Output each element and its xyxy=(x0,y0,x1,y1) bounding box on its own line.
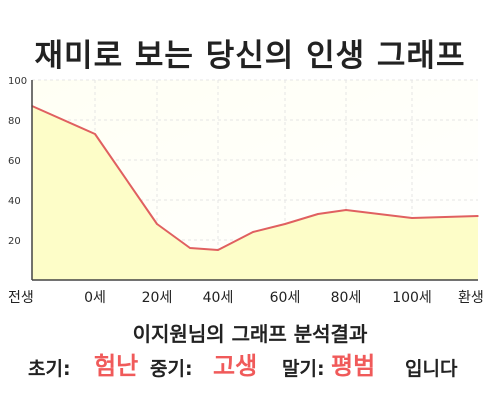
y-tick-label: 80 xyxy=(8,116,21,127)
y-tick-label: 20 xyxy=(8,236,21,247)
late-value: 평범 xyxy=(331,352,376,380)
data-point xyxy=(189,247,191,249)
ending-text: 입니다 xyxy=(405,358,458,380)
data-point xyxy=(477,215,479,217)
x-tick-label: 100세 xyxy=(392,290,432,306)
analysis-title: 이지원님의 그래프 분석결과 xyxy=(132,322,368,346)
early-value: 험난 xyxy=(94,352,139,380)
data-point xyxy=(252,231,254,233)
late-label: 말기: xyxy=(282,358,325,380)
data-point xyxy=(411,217,413,219)
analysis-result: 초기: 험난 중기: 고생 말기: 평범 입니다 xyxy=(0,346,500,382)
y-tick-label: 40 xyxy=(8,196,21,207)
early-label: 초기: xyxy=(28,358,71,380)
data-point xyxy=(156,223,158,225)
x-tick-label: 전생 xyxy=(8,290,34,306)
data-point xyxy=(284,223,286,225)
x-tick-label: 80세 xyxy=(331,290,362,306)
page-title: 재미로 보는 당신의 인생 그래프 xyxy=(34,38,466,74)
x-tick-label: 60세 xyxy=(270,290,301,306)
y-tick-label: 100 xyxy=(8,76,27,87)
x-tick-label: 0세 xyxy=(84,290,106,306)
area-fill xyxy=(32,106,478,280)
y-tick-label: 60 xyxy=(8,156,21,167)
data-point xyxy=(94,133,96,135)
mid-value: 고생 xyxy=(213,352,258,380)
data-point xyxy=(217,249,219,251)
x-tick-label: 환생 xyxy=(458,290,484,306)
x-tick-label: 20세 xyxy=(142,290,173,306)
data-point xyxy=(317,213,319,215)
data-point xyxy=(345,209,347,211)
mid-label: 중기: xyxy=(150,358,193,380)
x-tick-label: 40세 xyxy=(203,290,234,306)
